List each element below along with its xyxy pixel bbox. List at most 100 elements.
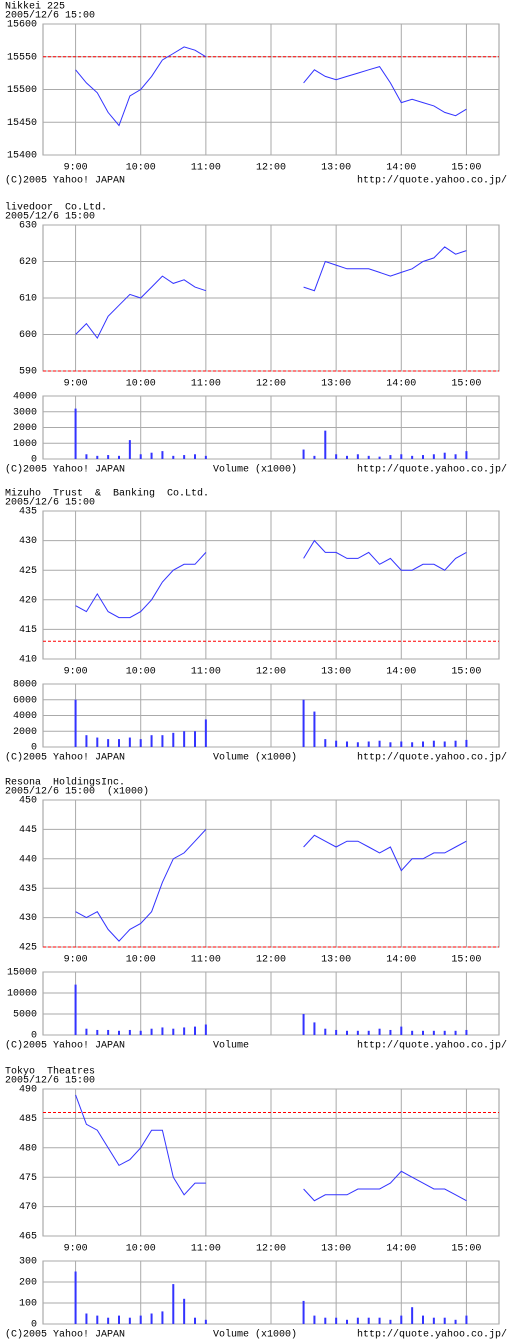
volume-bar — [465, 1315, 468, 1324]
volume-bar — [335, 1317, 338, 1324]
volume-bar — [139, 1315, 142, 1324]
y-tick-label: 10000 — [7, 989, 37, 1000]
volume-bar — [183, 1298, 186, 1324]
y-tick-label: 3000 — [13, 407, 37, 418]
y-tick-label: 590 — [19, 367, 37, 378]
copyright: (C)2005 Yahoo! JAPAN — [5, 1040, 125, 1052]
x-tick-label: 13:00 — [321, 379, 351, 390]
volume-bar — [443, 741, 446, 747]
volume-bar — [183, 1027, 186, 1035]
volume-bar — [161, 1311, 164, 1324]
volume-bar — [324, 1317, 327, 1324]
x-tick-label: 11:00 — [191, 667, 221, 678]
x-tick-label: 9:00 — [64, 955, 88, 966]
volume-bar — [313, 1315, 316, 1324]
x-tick-label: 11:00 — [191, 379, 221, 390]
volume-bar — [335, 740, 338, 747]
volume-bar — [432, 1030, 435, 1035]
y-tick-label: 450 — [19, 796, 37, 807]
volume-bar — [194, 731, 196, 747]
volume-bar — [96, 1029, 99, 1035]
volume-bar — [128, 440, 131, 459]
x-tick-label: 13:00 — [321, 163, 351, 174]
timestamp: 2005/12/6 15:00 — [5, 211, 95, 223]
volume-bar — [378, 456, 381, 459]
volume-bar — [118, 455, 120, 459]
y-tick-label: 1000 — [13, 439, 37, 450]
x-tick-label: 12:00 — [256, 1244, 286, 1255]
x-tick-label: 11:00 — [191, 1244, 221, 1255]
volume-bar — [74, 1271, 77, 1324]
x-tick-label: 15:00 — [451, 1244, 481, 1255]
volume-bar — [107, 739, 110, 747]
y-tick-label: 6000 — [13, 695, 37, 706]
volume-bar — [313, 1022, 316, 1035]
volume-bar — [150, 1313, 153, 1324]
x-tick-label: 9:00 — [64, 1244, 88, 1255]
volume-bar — [356, 742, 359, 747]
copyright: (C)2005 Yahoo! JAPAN — [5, 752, 125, 764]
volume-bar — [302, 699, 305, 747]
y-tick-label: 15550 — [7, 52, 37, 63]
x-tick-label: 15:00 — [451, 667, 481, 678]
y-tick-label: 485 — [19, 1114, 37, 1125]
y-tick-label: 15400 — [7, 151, 37, 162]
y-tick-label: 5000 — [13, 1010, 37, 1021]
timestamp: 2005/12/6 15:00 — [5, 786, 95, 798]
y-tick-label: 430 — [19, 913, 37, 924]
volume-bar — [378, 1317, 381, 1324]
y-tick-label: 435 — [19, 884, 37, 895]
y-tick-label: 415 — [19, 625, 37, 636]
x-tick-label: 10:00 — [126, 667, 156, 678]
x-tick-label: 12:00 — [256, 667, 286, 678]
volume-bar — [356, 454, 359, 459]
volume-bar — [389, 742, 392, 747]
volume-bar — [204, 1319, 207, 1324]
source-url: http://quote.yahoo.co.jp/ — [357, 752, 507, 764]
x-tick-label: 13:00 — [321, 1244, 351, 1255]
volume-bar — [313, 455, 316, 459]
volume-bar — [183, 455, 186, 459]
volume-bar — [389, 1029, 392, 1035]
volume-bar — [183, 731, 186, 747]
x-tick-label: 9:00 — [64, 163, 88, 174]
volume-bar — [465, 451, 468, 459]
volume-bar — [454, 1319, 457, 1324]
volume-label: Volume (x1000) — [213, 1329, 297, 1341]
y-tick-label: 410 — [19, 655, 37, 666]
price-line — [75, 46, 467, 127]
volume-bar — [389, 1319, 392, 1324]
volume-bar — [411, 1307, 414, 1324]
y-tick-label: 15450 — [7, 118, 37, 129]
volume-label: Volume — [213, 1040, 249, 1052]
volume-bar — [443, 1030, 446, 1035]
y-tick-label: 0 — [31, 743, 37, 754]
timestamp: 2005/12/6 15:00 — [5, 1075, 95, 1087]
volume-bar — [432, 454, 435, 459]
x-tick-label: 13:00 — [321, 955, 351, 966]
volume-bar — [172, 1028, 175, 1035]
volume-bar — [432, 1317, 435, 1324]
volume-bar — [128, 1317, 131, 1324]
y-tick-label: 435 — [19, 507, 37, 518]
volume-bar — [400, 454, 403, 459]
y-tick-label: 610 — [19, 294, 37, 305]
y-tick-label: 480 — [19, 1143, 37, 1154]
volume-bar — [324, 430, 327, 459]
x-tick-label: 12:00 — [256, 163, 286, 174]
volume-bar — [85, 1028, 88, 1035]
y-tick-label: 15600 — [7, 20, 37, 31]
volume-bar — [302, 449, 305, 459]
volume-bar — [302, 1300, 305, 1324]
copyright: (C)2005 Yahoo! JAPAN — [5, 464, 125, 476]
volume-bar — [161, 735, 164, 747]
volume-bar — [194, 454, 196, 459]
x-tick-label: 15:00 — [451, 379, 481, 390]
y-tick-label: 425 — [19, 943, 37, 954]
volume-bar — [139, 739, 142, 747]
x-tick-label: 14:00 — [386, 1244, 416, 1255]
y-tick-label: 2000 — [13, 423, 37, 434]
volume-bar — [378, 1028, 381, 1035]
volume-bar — [454, 1030, 457, 1035]
volume-bar — [204, 1024, 207, 1035]
